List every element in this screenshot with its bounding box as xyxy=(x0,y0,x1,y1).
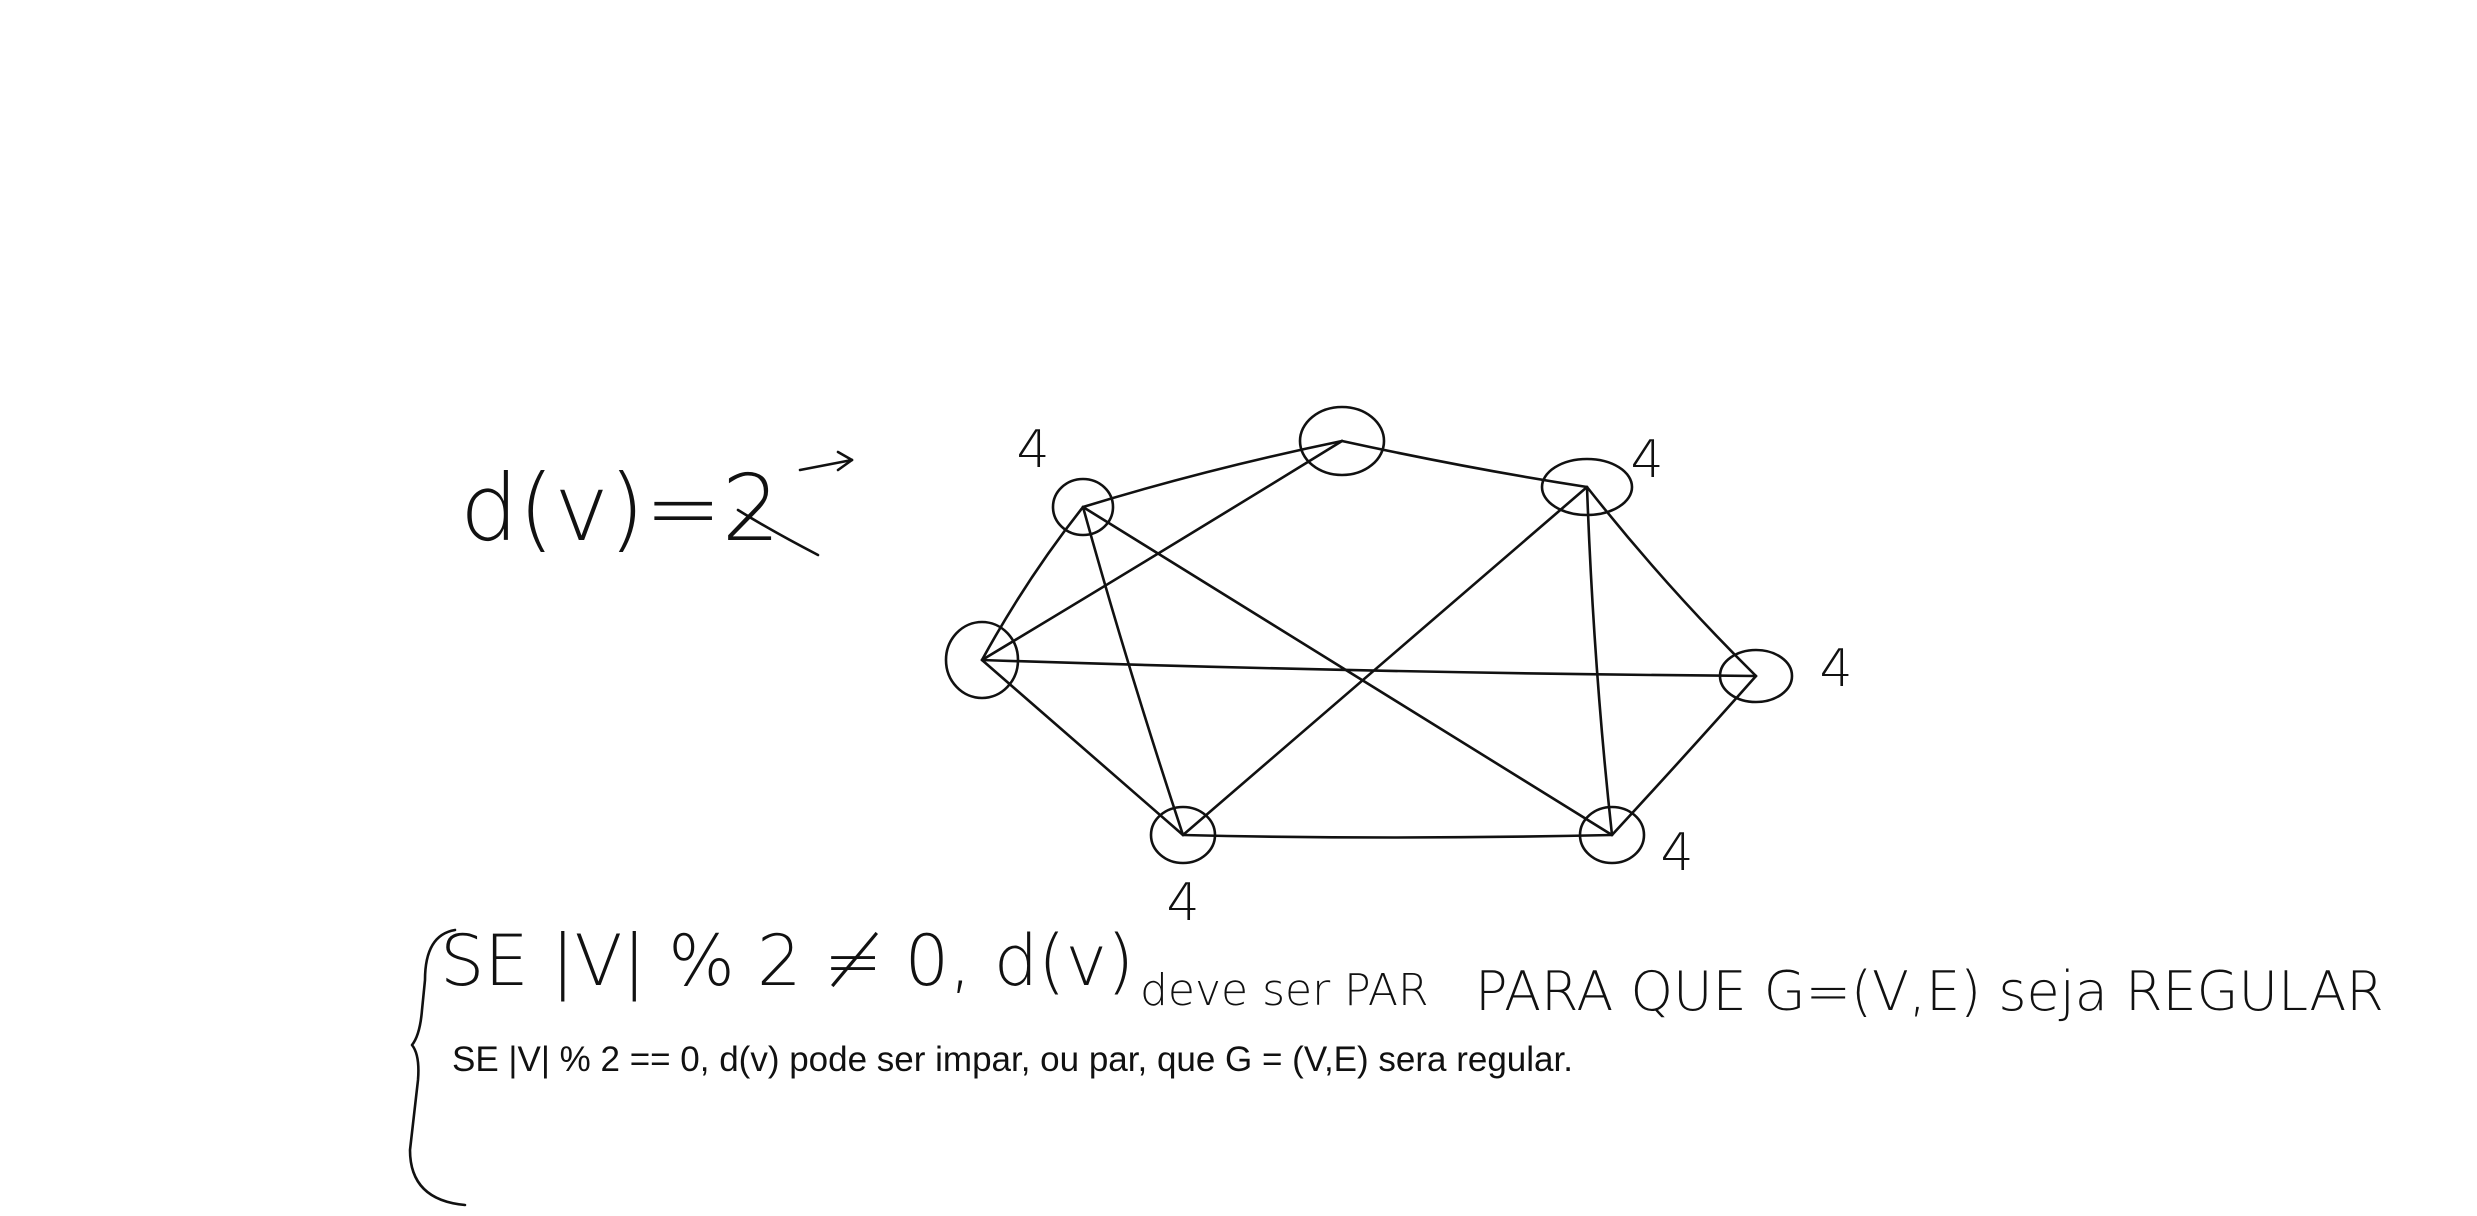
graph-edge-2-4 xyxy=(1181,485,1589,837)
graph-nodes xyxy=(944,405,1794,865)
rule-must-be: deve ser PAR xyxy=(1140,965,1429,1016)
graph-node-3 xyxy=(1718,648,1794,704)
left-brace xyxy=(408,928,467,1207)
arrow-head xyxy=(836,450,854,472)
graph-node-1 xyxy=(1298,405,1386,477)
graph-node-label-2: 4 xyxy=(1630,430,1663,490)
graph-node-0 xyxy=(1051,477,1115,537)
graph-edge-4-6 xyxy=(980,658,1185,837)
formula-tail-stroke xyxy=(736,508,820,557)
graph-edge-5-4 xyxy=(1181,833,1614,839)
graph-edge-6-0 xyxy=(980,505,1085,662)
degree-formula-text: d(v)=2 xyxy=(460,455,780,562)
rule-for-part: PARA QUE G=(V,E) seja REGULAR xyxy=(1475,960,2384,1023)
graph-node-6 xyxy=(944,620,1020,700)
graph-edge-0-4 xyxy=(1081,505,1185,837)
graph-node-label-0: 4 xyxy=(1016,420,1049,480)
handwritten-rule: SE |V| % 2 ≠ 0, d(v) deve ser PAR PARA Q… xyxy=(440,920,2384,1023)
graph-edge-1-2 xyxy=(1340,439,1589,489)
degree-formula: d(v)=2 xyxy=(460,450,854,562)
graph-node-label-3: 4 xyxy=(1819,639,1852,699)
graph-edge-2-5 xyxy=(1585,485,1614,837)
graph-edges xyxy=(980,439,1758,839)
graph-edge-0-1 xyxy=(1081,439,1344,509)
graph-edge-6-3 xyxy=(980,658,1758,678)
rule-if-part: SE |V| % 2 ≠ 0, d(v) xyxy=(440,920,1134,1002)
graph-edge-1-6 xyxy=(980,439,1344,662)
typed-note: SE |V| % 2 == 0, d(v) pode ser impar, ou… xyxy=(452,1040,1573,1079)
graph-node-label-5: 4 xyxy=(1660,823,1693,883)
graph-node-2 xyxy=(1540,457,1634,517)
arrow-shaft xyxy=(798,458,854,472)
graph-node-5 xyxy=(1578,805,1646,865)
graph-edge-2-3 xyxy=(1585,485,1758,678)
graph-labels: 4 4 4 4 4 xyxy=(1016,420,1852,933)
graph-node-4 xyxy=(1149,805,1217,865)
graph-edge-3-5 xyxy=(1610,674,1758,837)
graph-node-label-4: 4 xyxy=(1166,873,1199,933)
